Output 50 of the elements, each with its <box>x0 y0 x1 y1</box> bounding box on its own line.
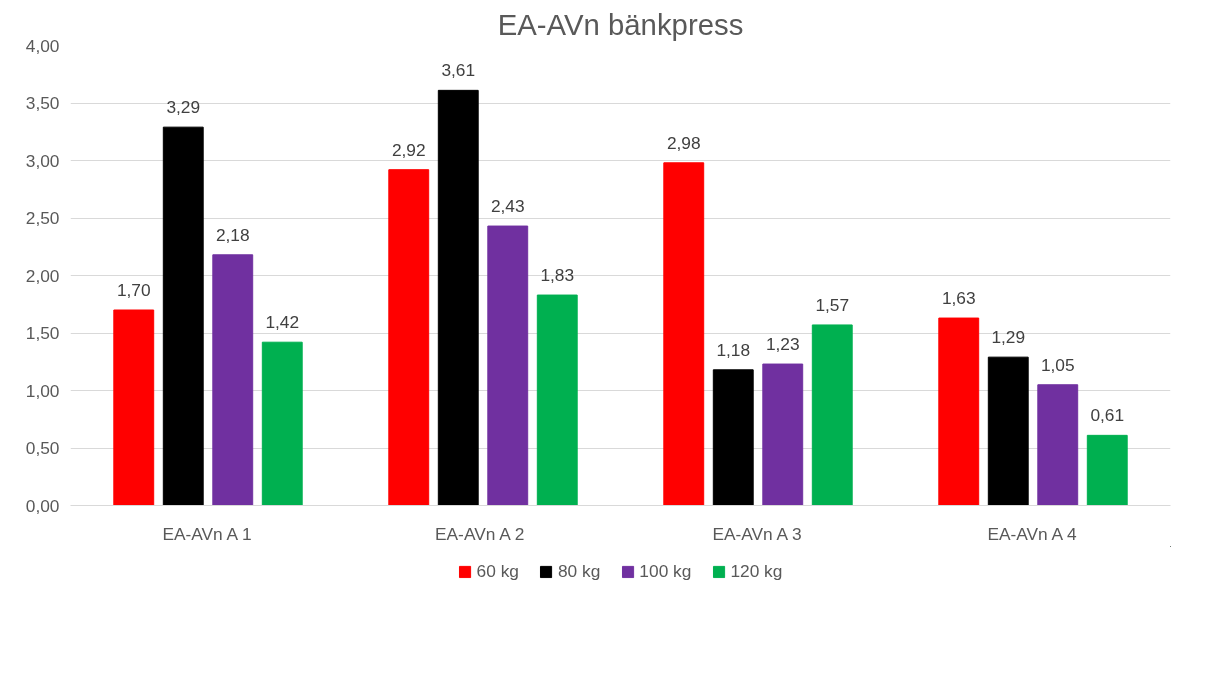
data-label: 3,29 <box>166 97 201 118</box>
data-label: 2,43 <box>490 196 525 217</box>
bar <box>811 324 853 506</box>
data-label: 0,61 <box>1090 405 1125 426</box>
data-label: 1,83 <box>540 265 575 286</box>
legend-label: 120 kg <box>730 560 783 582</box>
y-tick-label: 3,50 <box>25 93 60 113</box>
bar <box>536 294 578 506</box>
legend-label: 60 kg <box>476 560 519 582</box>
y-tick-label: 1,50 <box>25 323 60 343</box>
data-label: 2,98 <box>666 132 701 153</box>
bar <box>1037 384 1079 506</box>
bar <box>437 89 479 506</box>
bar <box>162 126 204 506</box>
bar <box>762 363 804 506</box>
data-label: 1,42 <box>265 312 300 333</box>
y-tick-label: 4,00 <box>25 35 60 56</box>
bar <box>487 225 529 506</box>
data-label: 2,92 <box>391 139 426 160</box>
bar <box>663 162 705 506</box>
x-tick-label: EA-AVn A 1 <box>162 523 252 544</box>
bar <box>113 309 155 506</box>
bar <box>938 317 980 506</box>
data-label: 2,18 <box>215 224 250 245</box>
bar <box>388 169 430 506</box>
chart-title: EA-AVn bänkpress <box>497 7 744 41</box>
data-label: 1,23 <box>765 334 800 355</box>
bar <box>987 356 1029 506</box>
data-label: 1,63 <box>941 288 976 309</box>
data-label: 1,05 <box>1040 354 1075 375</box>
y-tick-label: 2,50 <box>25 208 60 228</box>
bar <box>1086 434 1128 506</box>
y-tick-label: 3,00 <box>25 150 60 171</box>
x-tick-label: EA-AVn A 3 <box>712 523 802 544</box>
data-label: 1,18 <box>716 339 751 360</box>
bar <box>212 254 254 506</box>
data-label: 1,57 <box>815 294 850 315</box>
data-label: 1,29 <box>991 327 1026 348</box>
legend-label: 80 kg <box>557 560 601 582</box>
y-tick-label: 2,00 <box>25 265 60 286</box>
x-tick-label: EA-AVn A 4 <box>987 523 1078 544</box>
data-label: 1,70 <box>116 280 151 300</box>
legend-label: 100 kg <box>639 560 692 582</box>
bar <box>712 369 754 506</box>
data-label: 3,61 <box>441 60 476 81</box>
bar <box>261 341 303 506</box>
y-tick-label: 0,50 <box>25 438 60 458</box>
y-tick-label: 0,00 <box>25 495 60 516</box>
x-tick-label: EA-AVn A 2 <box>435 523 525 544</box>
y-tick-label: 1,00 <box>25 380 60 401</box>
